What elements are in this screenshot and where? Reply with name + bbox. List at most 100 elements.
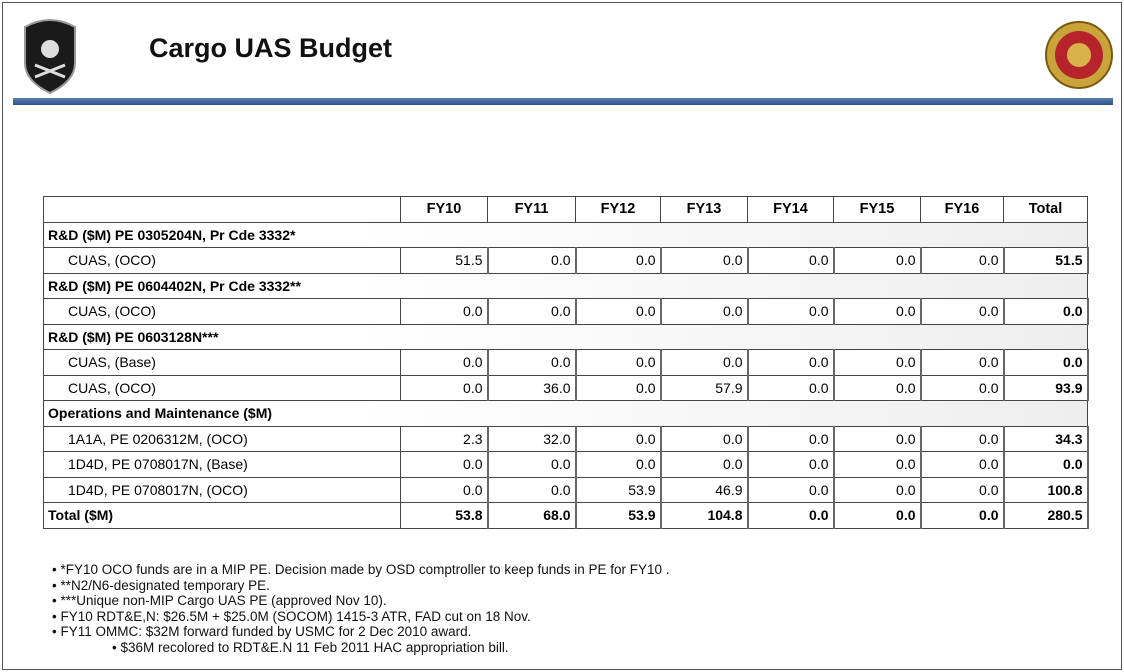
note: ***Unique non-MIP Cargo UAS PE (approved…: [52, 593, 670, 609]
cell: 0.0: [833, 247, 922, 274]
cell: 0.0: [747, 247, 835, 274]
cell: 0.0: [920, 425, 1005, 452]
cell: 0.0: [1003, 298, 1089, 325]
cell: 0.0: [575, 425, 662, 452]
column-header: FY10: [400, 196, 488, 223]
note: *FY10 OCO funds are in a MIP PE. Decisio…: [52, 562, 669, 578]
cell: 51.5: [1003, 247, 1089, 274]
cell: 0.0: [920, 349, 1005, 376]
cell: 280.5: [1003, 502, 1089, 529]
cell: 0.0: [487, 298, 577, 325]
cell: 34.3: [1003, 425, 1089, 452]
title: Cargo UAS Budget: [149, 33, 392, 63]
cell: 0.0: [747, 476, 835, 503]
section-label: R&D ($M) PE 0305204N, Pr Cde 3332*: [43, 221, 1088, 248]
cell: 0.0: [660, 349, 749, 376]
cell: 100.8: [1003, 476, 1089, 503]
header-cell: [43, 196, 401, 223]
cell: 68.0: [487, 502, 577, 529]
section-label: Operations and Maintenance ($M): [43, 400, 1088, 427]
section-row: R&D ($M) PE 0305204N, Pr Cde 3332*: [43, 221, 1088, 248]
cell: 0.0: [575, 298, 662, 325]
header-row: FY10 FY11 FY12 FY13 FY14 FY15 FY16 Total: [43, 196, 1088, 223]
cell: 46.9: [660, 476, 749, 503]
left-logo: [24, 19, 76, 95]
cell: 0.0: [920, 502, 1005, 529]
cell: 0.0: [920, 374, 1005, 401]
cell: 32.0: [487, 425, 577, 452]
title-bar: [13, 98, 1113, 105]
column-header: FY15: [833, 196, 921, 223]
row-label: Total ($M): [43, 502, 401, 529]
cell: 104.8: [660, 502, 749, 529]
cell: 93.9: [1003, 374, 1089, 401]
cell: 0.0: [487, 349, 577, 376]
data-row: 1D4D, PE 0708017N, (Base) 0.0 0.0 0.0 0.0 0.0…: [43, 451, 1089, 478]
total-row: Total ($M) 53.8 68.0 53.9 104.8 0.0 0.0 0.0 280.…: [43, 502, 1089, 529]
column-header: FY13: [660, 196, 748, 223]
cell: 2.3: [400, 425, 489, 452]
cell: 0.0: [833, 374, 922, 401]
cell: 0.0: [833, 502, 922, 529]
cell: 0.0: [833, 349, 922, 376]
row-label: 1D4D, PE 0708017N, (OCO): [43, 476, 401, 503]
section-label: R&D ($M) PE 0604402N, Pr Cde 3332**: [43, 272, 1088, 299]
note: FY11 OMMC: $32M forward funded by USMC f…: [52, 624, 670, 640]
cell: 57.9: [660, 374, 749, 401]
cell: 0.0: [400, 349, 489, 376]
cell: 53.9: [575, 476, 662, 503]
row-label: CUAS, (OCO): [43, 247, 401, 274]
cell: 0.0: [920, 476, 1005, 503]
cell: 0.0: [1003, 349, 1089, 376]
cell: 0.0: [747, 298, 835, 325]
cell: 0.0: [575, 349, 662, 376]
column-header: FY12: [575, 196, 661, 223]
data-row: CUAS, (Base) 0.0 0.0 0.0 0.0 0.0 0.0 0.0 0.0: [43, 349, 1089, 376]
cell: 0.0: [487, 247, 577, 274]
column-header: FY14: [747, 196, 834, 223]
column-header: Total: [1003, 196, 1088, 223]
cell: 0.0: [833, 425, 922, 452]
row-label: CUAS, (OCO): [43, 374, 401, 401]
note: FY10 RDT&E,N: $26.5M + $25.0M (SOCOM) 14…: [52, 609, 670, 625]
cell: 0.0: [575, 374, 662, 401]
sub-note: $36M recolored to RDT&E.N 11 Feb 2011 HA…: [52, 640, 670, 656]
cell: 53.9: [575, 502, 662, 529]
data-row: CUAS, (OCO) 0.0 0.0 0.0 0.0 0.0 0.0 0.0 0.0: [43, 298, 1089, 325]
cell: 0.0: [833, 451, 922, 478]
cell: 0.0: [747, 425, 835, 452]
row-label: CUAS, (OCO): [43, 298, 401, 325]
cell: 0.0: [1003, 451, 1089, 478]
cell: 0.0: [833, 298, 922, 325]
cell: 51.5: [400, 247, 489, 274]
cell: 0.0: [400, 476, 489, 503]
data-row: CUAS, (OCO) 51.5 0.0 0.0 0.0 0.0 0.0 0.0 51.5: [43, 247, 1089, 274]
column-header: FY11: [487, 196, 576, 223]
cell: 0.0: [920, 451, 1005, 478]
cell: 0.0: [575, 247, 662, 274]
cell: 0.0: [660, 247, 749, 274]
budget-table: FY10 FY11 FY12 FY13 FY14 FY15 FY16 Total R&D ($…: [43, 196, 1089, 529]
cell: 0.0: [920, 298, 1005, 325]
notes: *FY10 OCO funds are in a MIP PE. Decisio…: [52, 562, 670, 656]
cell: 0.0: [833, 476, 922, 503]
cell: 0.0: [400, 298, 489, 325]
data-row: 1D4D, PE 0708017N, (OCO) 0.0 0.0 53.9 46.9 0.…: [43, 476, 1089, 503]
row-label: CUAS, (Base): [43, 349, 401, 376]
row-label: 1A1A, PE 0206312M, (OCO): [43, 425, 401, 452]
cell: 0.0: [487, 451, 577, 478]
cell: 0.0: [660, 425, 749, 452]
cell: 0.0: [747, 349, 835, 376]
cell: 0.0: [400, 374, 489, 401]
section-row: R&D ($M) PE 0604402N, Pr Cde 3332**: [43, 272, 1088, 299]
cell: 0.0: [920, 247, 1005, 274]
cell: 36.0: [487, 374, 577, 401]
column-header: FY16: [920, 196, 1004, 223]
cell: 0.0: [660, 298, 749, 325]
section-row: R&D ($M) PE 0603128N***: [43, 323, 1088, 350]
data-row: 1A1A, PE 0206312M, (OCO) 2.3 32.0 0.0 0.0 0.0…: [43, 425, 1089, 452]
cell: 0.0: [575, 451, 662, 478]
cell: 0.0: [747, 374, 835, 401]
